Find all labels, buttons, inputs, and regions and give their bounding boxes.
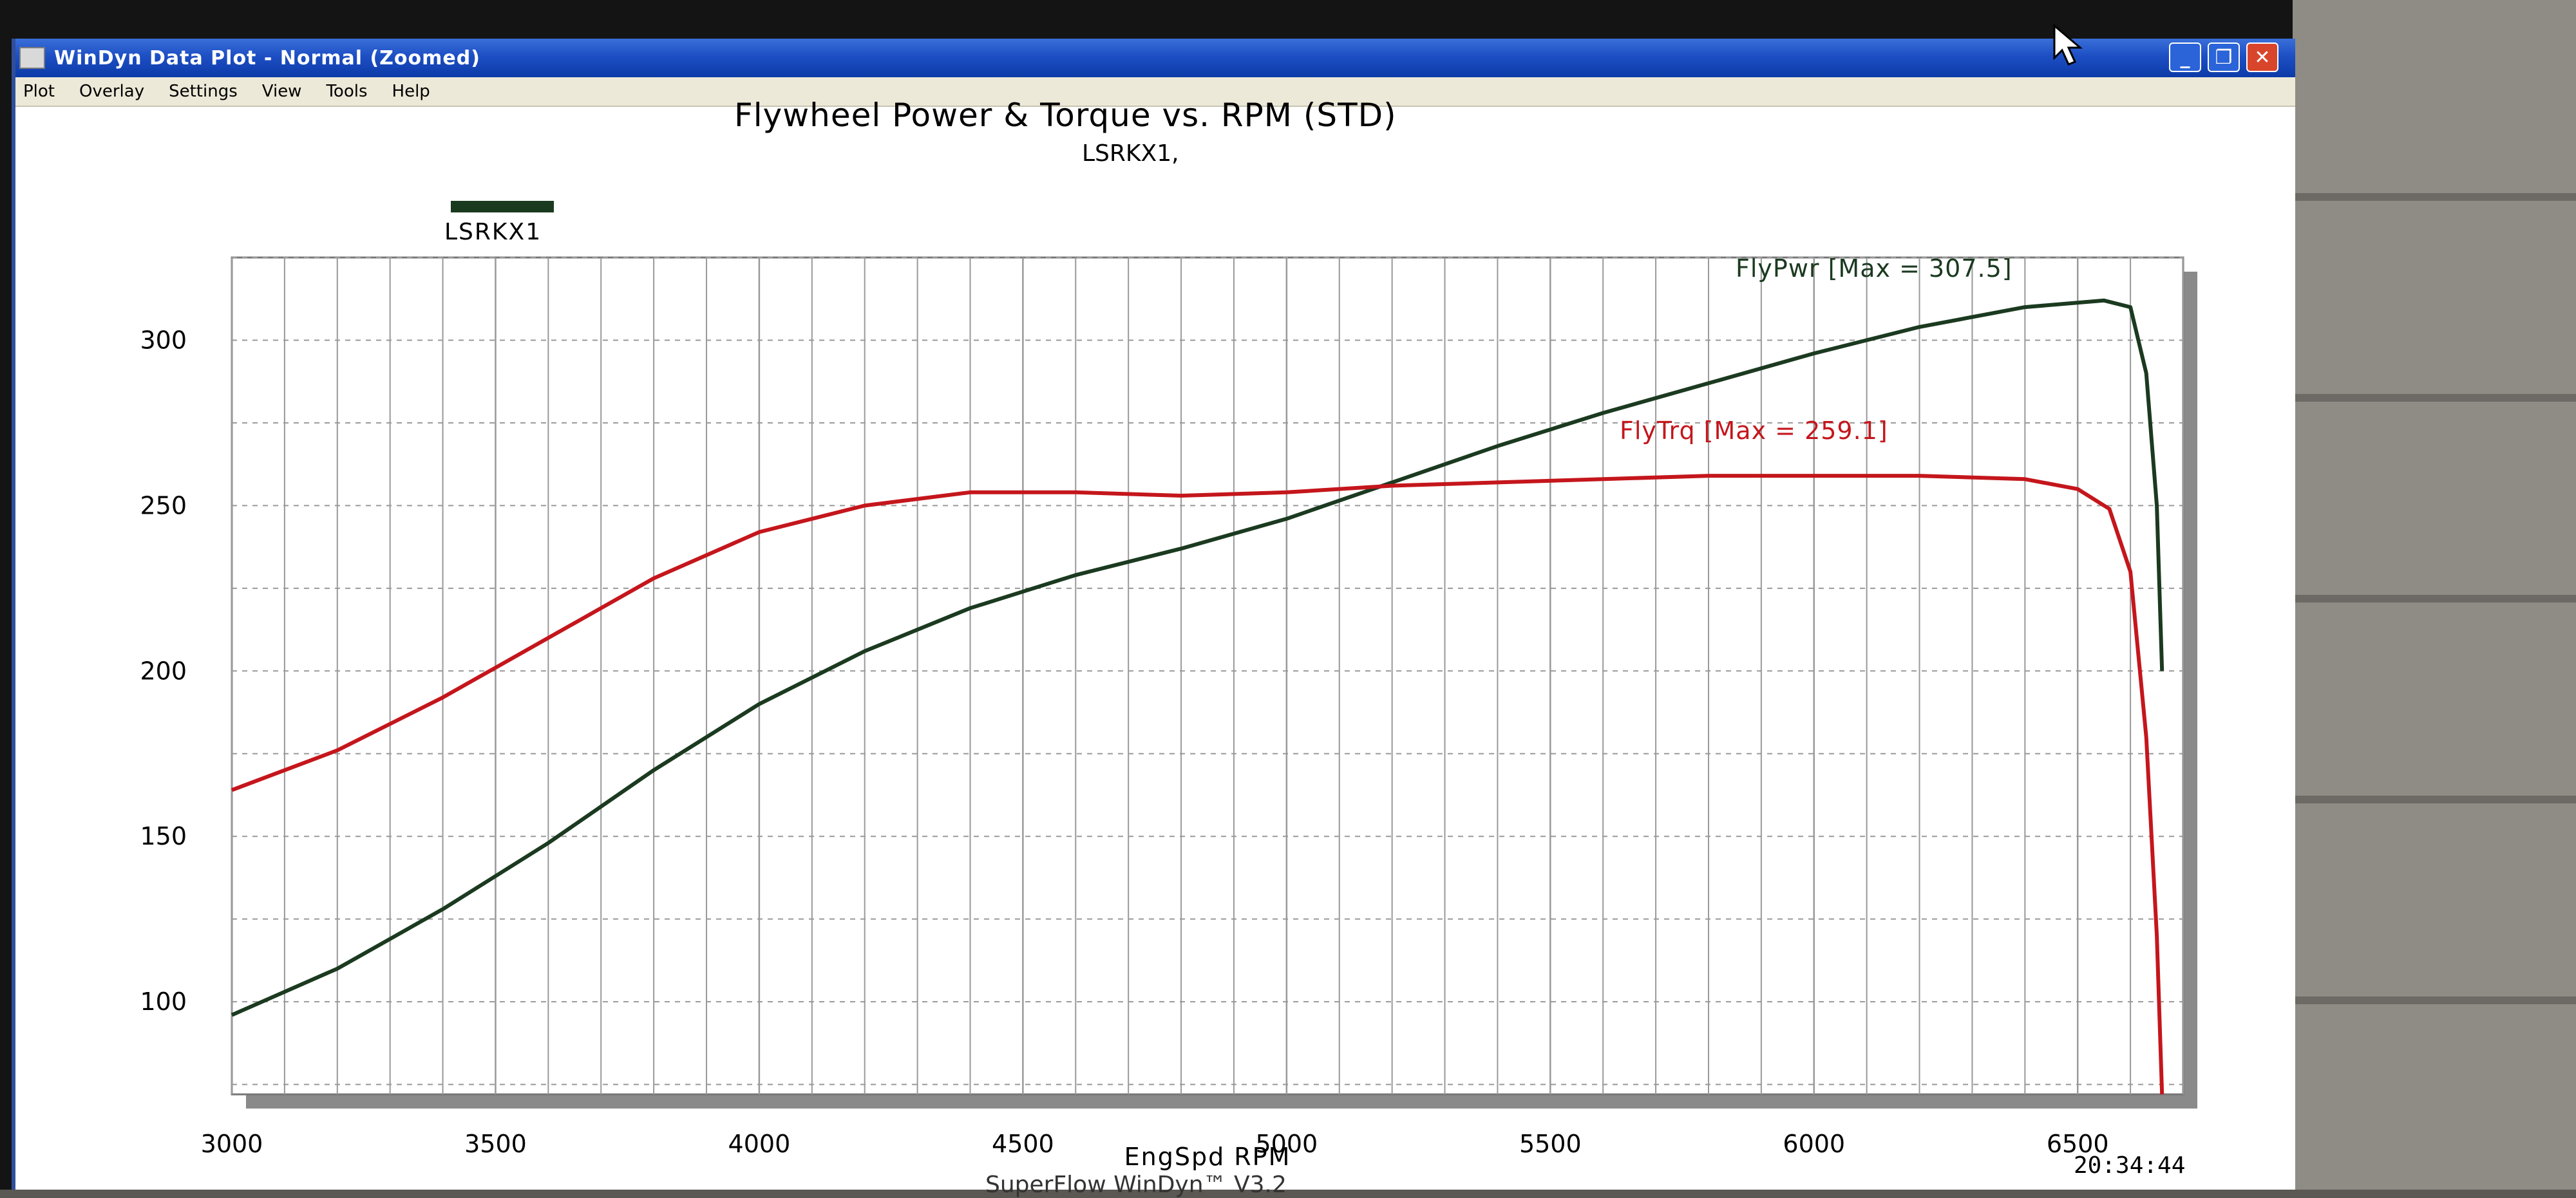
background-wall	[2293, 0, 2576, 1190]
x-tick-label: 6500	[2047, 1130, 2109, 1158]
x-tick-label: 3500	[464, 1130, 527, 1158]
y-tick-label: 200	[140, 657, 187, 685]
menu-view[interactable]: View	[261, 82, 302, 101]
clock-readout: 20:34:44	[2074, 1152, 2186, 1179]
title-bar[interactable]: WinDyn Data Plot - Normal (Zoomed) _ ❐ ✕	[15, 39, 2295, 77]
minimize-button[interactable]: _	[2169, 42, 2201, 72]
mouse-pointer-icon	[2053, 23, 2083, 66]
x-tick-label: 5000	[1255, 1130, 1318, 1158]
y-tick-label: 150	[140, 822, 187, 850]
legend-label: LSRKX1	[444, 219, 542, 245]
close-button[interactable]: ✕	[2246, 42, 2278, 72]
menu-settings[interactable]: Settings	[169, 82, 238, 101]
y-tick-label: 250	[140, 491, 187, 519]
x-axis-label: EngSpd RPM	[1124, 1143, 1291, 1171]
chart-title: Flywheel Power & Torque vs. RPM (STD)	[734, 97, 1397, 134]
x-tick-label: 6000	[1783, 1130, 1845, 1158]
footer-branding: SuperFlow WinDyn™ V3.2	[985, 1172, 1287, 1198]
x-tick-label: 3000	[201, 1130, 263, 1158]
y-tick-label: 100	[140, 987, 187, 1016]
x-tick-label: 5500	[1519, 1130, 1582, 1158]
maximize-button[interactable]: ❐	[2208, 42, 2240, 72]
flypwr-max-label: FlyPwr [Max = 307.5]	[1736, 254, 2012, 283]
app-window-icon[interactable]	[19, 47, 45, 69]
plot-frame	[231, 256, 2184, 1096]
menu-overlay[interactable]: Overlay	[79, 82, 145, 101]
menu-help[interactable]: Help	[392, 82, 430, 101]
x-tick-label: 4000	[728, 1130, 791, 1158]
x-tick-label: 4500	[992, 1130, 1054, 1158]
series-line-flypwr	[231, 298, 2164, 1017]
window-title: WinDyn Data Plot - Normal (Zoomed)	[54, 46, 480, 70]
chart-subtitle: LSRKX1,	[1082, 140, 1179, 167]
y-tick-label: 300	[140, 326, 187, 354]
legend-swatch	[451, 201, 554, 212]
series-line-flytrq	[231, 474, 2164, 1095]
menu-bar: Plot Overlay Settings View Tools Help	[15, 77, 2295, 107]
menu-plot[interactable]: Plot	[23, 82, 55, 101]
flytrq-max-label: FlyTrq [Max = 259.1]	[1620, 416, 1888, 445]
menu-tools[interactable]: Tools	[326, 82, 368, 101]
